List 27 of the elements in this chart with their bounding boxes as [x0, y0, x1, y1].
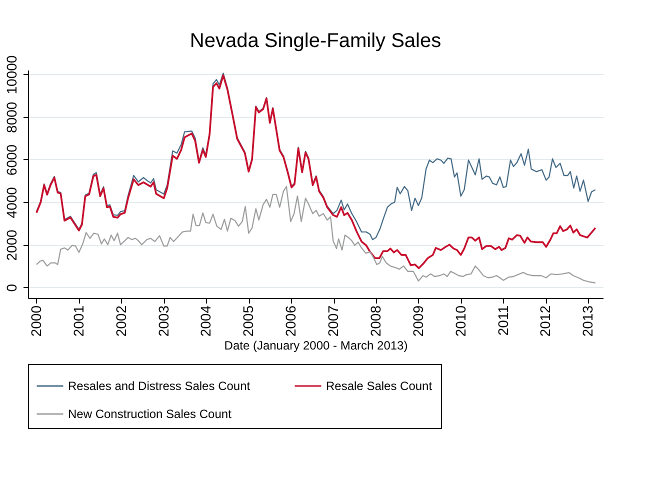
x-tick-label: 2004 [198, 305, 214, 337]
chart-title: Nevada Single-Family Sales [190, 30, 442, 52]
x-tick-label: 2003 [155, 305, 172, 337]
x-tick-label: 2012 [537, 305, 554, 337]
x-tick-label: 2008 [367, 305, 384, 337]
y-tick-label: 4000 [4, 186, 20, 218]
line-series [36, 74, 596, 270]
x-tick-label: 2010 [452, 305, 468, 337]
y-tick-label: 10000 [4, 55, 20, 94]
x-tick-label: 2006 [282, 305, 299, 337]
x-axis-title: Date (January 2000 - March 2013) [224, 338, 408, 353]
y-tick-label: 8000 [4, 102, 20, 133]
legend-label: New Construction Sales Count [68, 407, 232, 421]
line-series [36, 186, 596, 284]
x-tick-label: 2005 [240, 305, 256, 337]
x-tick-label: 2000 [28, 305, 44, 337]
x-tick-label: 2002 [112, 305, 129, 337]
x-tick-label: 2013 [580, 305, 596, 337]
x-tick-label: 2007 [325, 305, 342, 337]
x-tick-label: 2011 [494, 305, 511, 336]
x-tick-label: 2009 [410, 305, 426, 337]
legend-label: Resales and Distress Sales Count [68, 379, 251, 393]
legend-label: Resale Sales Count [326, 379, 433, 393]
y-tick-label: 0 [4, 284, 20, 292]
y-tick-label: 2000 [4, 229, 20, 261]
y-tick-label: 6000 [4, 144, 20, 176]
x-tick-label: 2001 [70, 305, 86, 337]
